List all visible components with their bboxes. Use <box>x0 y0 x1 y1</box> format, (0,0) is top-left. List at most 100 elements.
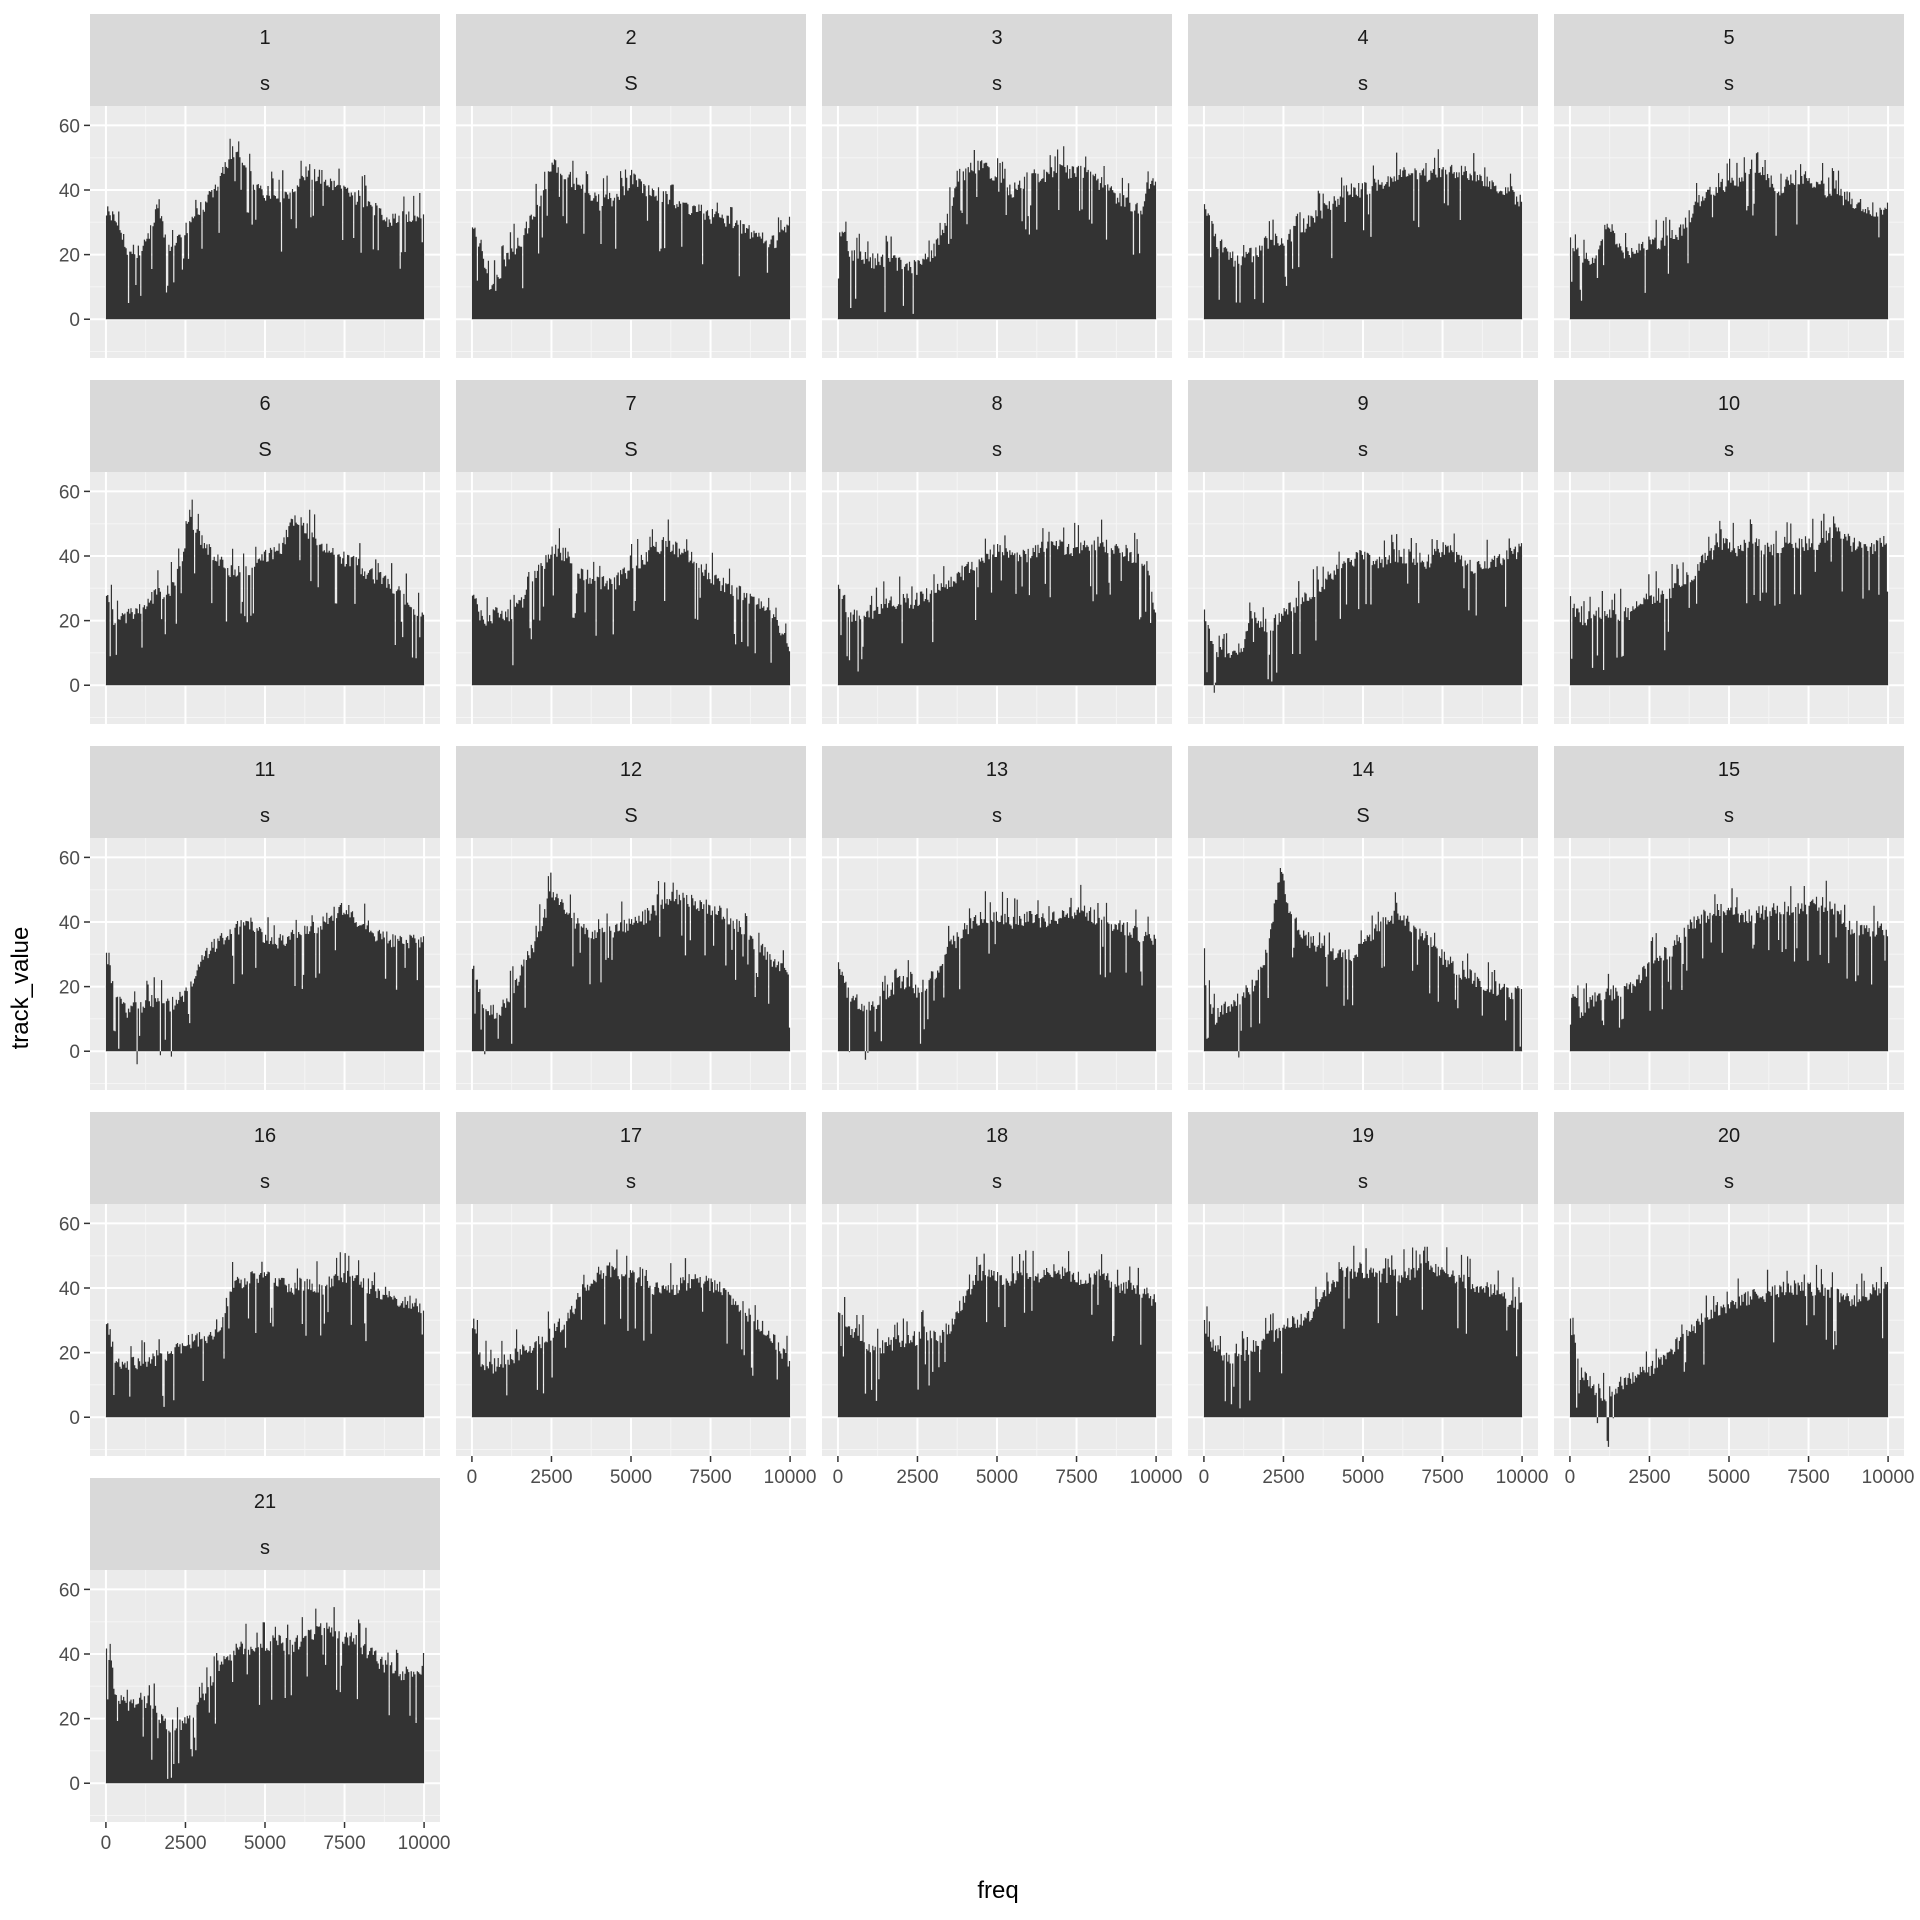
strip-label-top: 3 <box>991 27 1002 49</box>
strip-top-bg <box>1554 1112 1904 1158</box>
strip-label-top: 10 <box>1718 393 1740 415</box>
spectrum-area <box>1569 880 1889 1052</box>
facet-panel: 6 S 0 20 40 60 <box>59 380 440 724</box>
strip-label-top: 13 <box>986 759 1008 781</box>
spectrum-area <box>1203 149 1523 320</box>
strip-bottom-bg <box>456 426 806 472</box>
strip-label-bottom: S <box>624 439 637 461</box>
strip-label-bottom: s <box>992 805 1002 827</box>
strip-label-top: 1 <box>259 27 270 49</box>
strip-top-bg <box>90 1478 440 1524</box>
y-tick-label: 60 <box>59 1214 80 1235</box>
strip-bottom-bg <box>456 792 806 838</box>
strip-label-bottom: s <box>260 73 270 95</box>
spectrum-area <box>1203 868 1523 1058</box>
strip-label-bottom: s <box>1358 1171 1368 1193</box>
spectrum-area <box>1203 533 1523 693</box>
spectrum-area <box>471 1249 791 1418</box>
y-tick-label: 20 <box>59 1344 80 1365</box>
spectrum-area <box>1569 513 1889 686</box>
x-tick-label: 10000 <box>398 1833 451 1854</box>
y-tick-label: 20 <box>59 246 80 267</box>
strip-label-top: 12 <box>620 759 642 781</box>
x-tick-label: 10000 <box>764 1467 817 1488</box>
strip-label-bottom: s <box>1724 1171 1734 1193</box>
y-tick-label: 20 <box>59 612 80 633</box>
x-tick-label: 0 <box>467 1467 478 1488</box>
strip-label-bottom: s <box>1358 439 1368 461</box>
strip-label-bottom: s <box>1724 439 1734 461</box>
facet-panel: 17 s 0 2500 5000 7500 10000 <box>456 1112 817 1488</box>
x-tick-label: 2500 <box>1262 1467 1304 1488</box>
facet-panel: 7S <box>456 380 806 724</box>
strip-top-bg <box>1188 1112 1538 1158</box>
spectrum-area <box>105 903 425 1065</box>
strip-label-top: 21 <box>254 1491 276 1513</box>
x-tick-label: 10000 <box>1496 1467 1549 1488</box>
facet-panel: 14 S <box>1188 746 1538 1090</box>
facet-panel: 12 S <box>456 746 806 1090</box>
y-tick-label: 20 <box>59 1710 80 1731</box>
spectrum-area <box>471 519 791 686</box>
strip-label-bottom: S <box>258 439 271 461</box>
x-tick-label: 2500 <box>1628 1467 1670 1488</box>
strip-bottom-bg <box>822 792 1172 838</box>
strip-top-bg <box>456 746 806 792</box>
strip-top-bg <box>822 746 1172 792</box>
y-tick-label: 40 <box>59 1645 80 1666</box>
spectrum-area <box>471 159 791 320</box>
strip-top-bg <box>822 380 1172 426</box>
spectrum-area <box>105 1607 425 1784</box>
strip-label-top: 6 <box>259 393 270 415</box>
y-tick-label: 40 <box>59 1279 80 1300</box>
strip-bottom-bg <box>90 426 440 472</box>
facet-panel: 3s <box>822 14 1172 358</box>
y-tick-label: 0 <box>69 310 80 331</box>
panels-layer: 1s02040602S3s4s5s6S02040607S8s9s10s11s02… <box>59 14 1915 1854</box>
y-tick-label: 0 <box>69 1042 80 1063</box>
strip-label-bottom: s <box>992 1171 1002 1193</box>
strip-label-top: 16 <box>254 1125 276 1147</box>
strip-label-bottom: s <box>260 1171 270 1193</box>
x-tick-label: 7500 <box>1421 1467 1463 1488</box>
spectrum-area <box>1569 1264 1889 1447</box>
strip-label-bottom: s <box>1358 73 1368 95</box>
facet-panel: 21 s 0 20 40 60 0 2500 5000 7500 10000 <box>59 1478 451 1854</box>
strip-label-top: 19 <box>1352 1125 1374 1147</box>
strip-top-bg <box>1554 746 1904 792</box>
y-tick-label: 40 <box>59 181 80 202</box>
strip-top-bg <box>90 380 440 426</box>
facet-panel: 2S <box>456 14 806 358</box>
x-tick-label: 5000 <box>244 1833 286 1854</box>
strip-bottom-bg <box>1554 60 1904 106</box>
x-axis-title: freq <box>977 1877 1018 1904</box>
x-tick-label: 0 <box>1199 1467 1210 1488</box>
strip-bottom-bg <box>1554 792 1904 838</box>
strip-bottom-bg <box>822 60 1172 106</box>
strip-bottom-bg <box>1188 426 1538 472</box>
strip-bottom-bg <box>90 1158 440 1204</box>
spectrum-area <box>471 872 791 1055</box>
y-tick-label: 40 <box>59 913 80 934</box>
facet-panel: 18 s 0 2500 5000 7500 10000 <box>822 1112 1183 1488</box>
strip-bottom-bg <box>822 1158 1172 1204</box>
strip-label-bottom: s <box>1724 73 1734 95</box>
strip-top-bg <box>90 1112 440 1158</box>
x-tick-label: 10000 <box>1862 1467 1915 1488</box>
y-tick-label: 60 <box>59 116 80 137</box>
facet-panel: 16 s 0 20 40 60 <box>59 1112 440 1456</box>
spectrum-area <box>105 499 425 686</box>
spectrum-area <box>105 138 425 320</box>
strip-label-top: 4 <box>1357 27 1368 49</box>
spectrum-area <box>837 146 1157 320</box>
strip-top-bg <box>1554 380 1904 426</box>
strip-bottom-bg <box>90 792 440 838</box>
facet-panel: 15 s <box>1554 746 1904 1090</box>
x-tick-label: 5000 <box>1342 1467 1384 1488</box>
facet-panel: 8s <box>822 380 1172 724</box>
facet-panel: 4s <box>1188 14 1538 358</box>
facet-panel: 11 s 0 20 40 60 <box>59 746 440 1090</box>
strip-bottom-bg <box>456 60 806 106</box>
strip-top-bg <box>90 14 440 60</box>
